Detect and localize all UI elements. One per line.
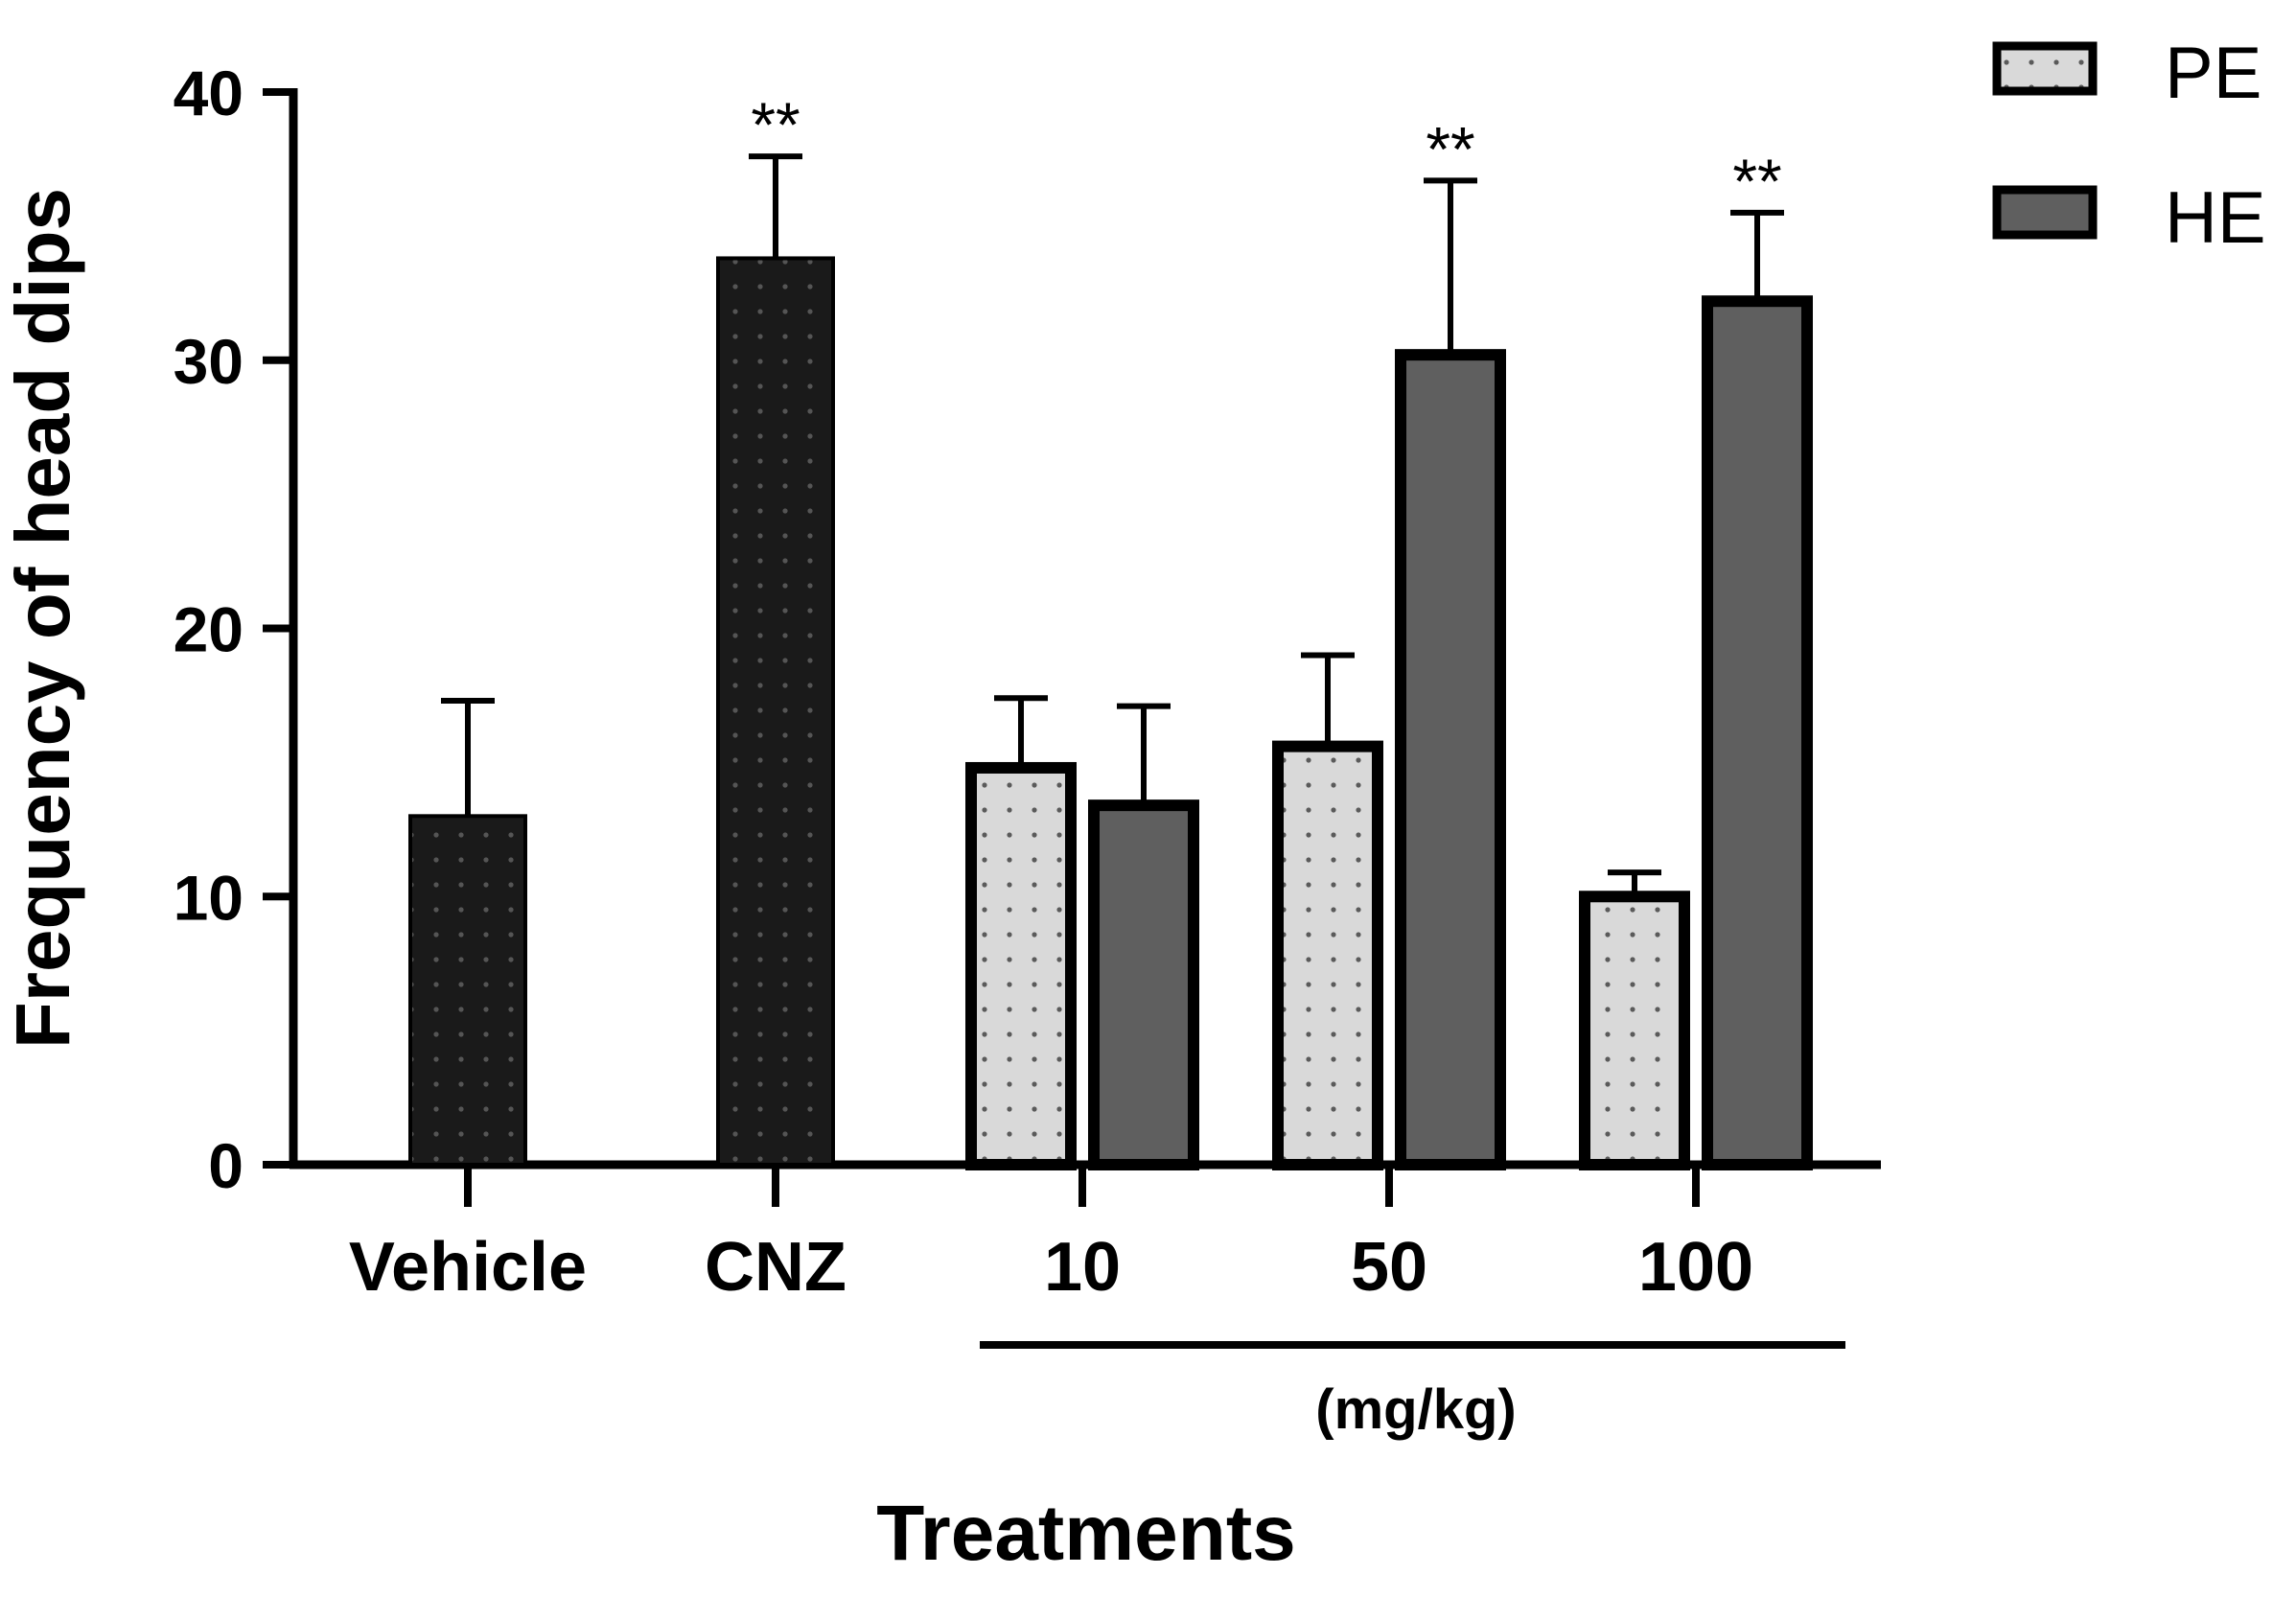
y-tick-label: 0 [208,1130,244,1201]
x-tick-label: Vehicle [349,1229,587,1306]
y-axis-label: Frequency of head dips [0,188,85,1049]
bar-control-vehicle [408,814,527,1167]
y-tick-label: 30 [174,326,244,397]
legend-label-pe: PE [2165,33,2261,114]
x-tick-label: 10 [1044,1229,1121,1306]
y-tick-label: 40 [174,58,244,128]
bar-control-cnz [716,256,835,1167]
x-axis-label: Treatments [876,1490,1296,1577]
y-tick-label: 10 [174,862,244,933]
x-tick-label: 100 [1638,1229,1753,1306]
bar-he-10 [1088,799,1199,1170]
x-tick-label: 50 [1351,1229,1427,1306]
legend-label-he: HE [2165,177,2266,259]
bar-pe-10 [965,761,1077,1170]
legend: PE HE [1992,33,2266,259]
significance-marker: ** [1426,113,1474,184]
dose-group-label: (mg/kg) [1315,1378,1516,1441]
axes: 0 10 20 30 40 Vehicle CNZ 10 50 100 [174,58,1881,1306]
significance-marker: ** [751,89,800,160]
legend-swatch-pe [1992,41,2098,96]
bar-pe-100 [1579,891,1690,1170]
bar-he-100 [1702,295,1813,1170]
error-bars: ** ** ** [441,89,1784,897]
bar-pe-50 [1272,740,1383,1171]
bar-he-50 [1395,349,1506,1170]
legend-swatch-he [1992,185,2098,240]
x-tick-label: CNZ [705,1229,847,1306]
significance-marker: ** [1732,146,1781,217]
y-tick-label: 20 [174,594,244,665]
bars [408,256,1813,1171]
